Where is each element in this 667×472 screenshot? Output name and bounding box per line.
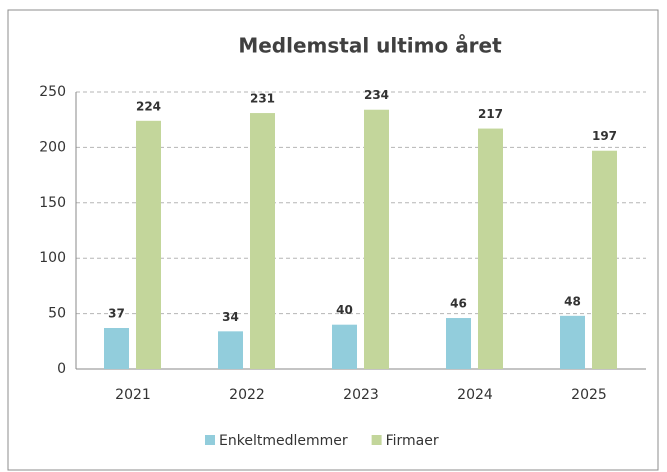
x-tick-label: 2021 [115,387,151,403]
value-label: 224 [136,99,161,113]
value-label: 197 [592,129,617,143]
bar [364,109,389,369]
bar [478,128,503,369]
value-label: 231 [250,92,275,106]
chart-border [7,9,659,471]
bar [136,120,161,369]
value-label: 40 [336,303,353,317]
x-tick-label: 2024 [457,387,493,403]
y-tick-label: 150 [39,195,66,211]
bar [104,328,129,369]
value-label: 217 [478,107,503,121]
legend-label: Enkeltmedlemmer [219,433,348,449]
x-tick-label: 2022 [229,387,265,403]
y-tick-label: 250 [39,84,66,100]
value-label: 37 [108,307,125,321]
bar [332,324,357,369]
bar [560,315,585,369]
x-tick-label: 2023 [343,387,379,403]
value-label: 234 [364,88,389,102]
bar [592,150,617,369]
bar [218,331,243,369]
value-label: 46 [450,297,467,311]
x-tick-label: 2025 [571,387,607,403]
legend-swatch [371,435,382,445]
legend-swatch [205,435,215,445]
y-tick-label: 50 [48,306,66,322]
y-tick-label: 200 [39,139,66,155]
value-label: 48 [564,294,581,308]
chart-title: Medlemstal ultimo året [238,34,502,58]
bar [446,318,471,369]
bar [250,113,275,369]
value-label: 34 [222,310,239,324]
legend-label: Firmaer [386,433,439,449]
y-tick-label: 100 [39,250,66,266]
y-tick-label: 0 [57,361,66,377]
